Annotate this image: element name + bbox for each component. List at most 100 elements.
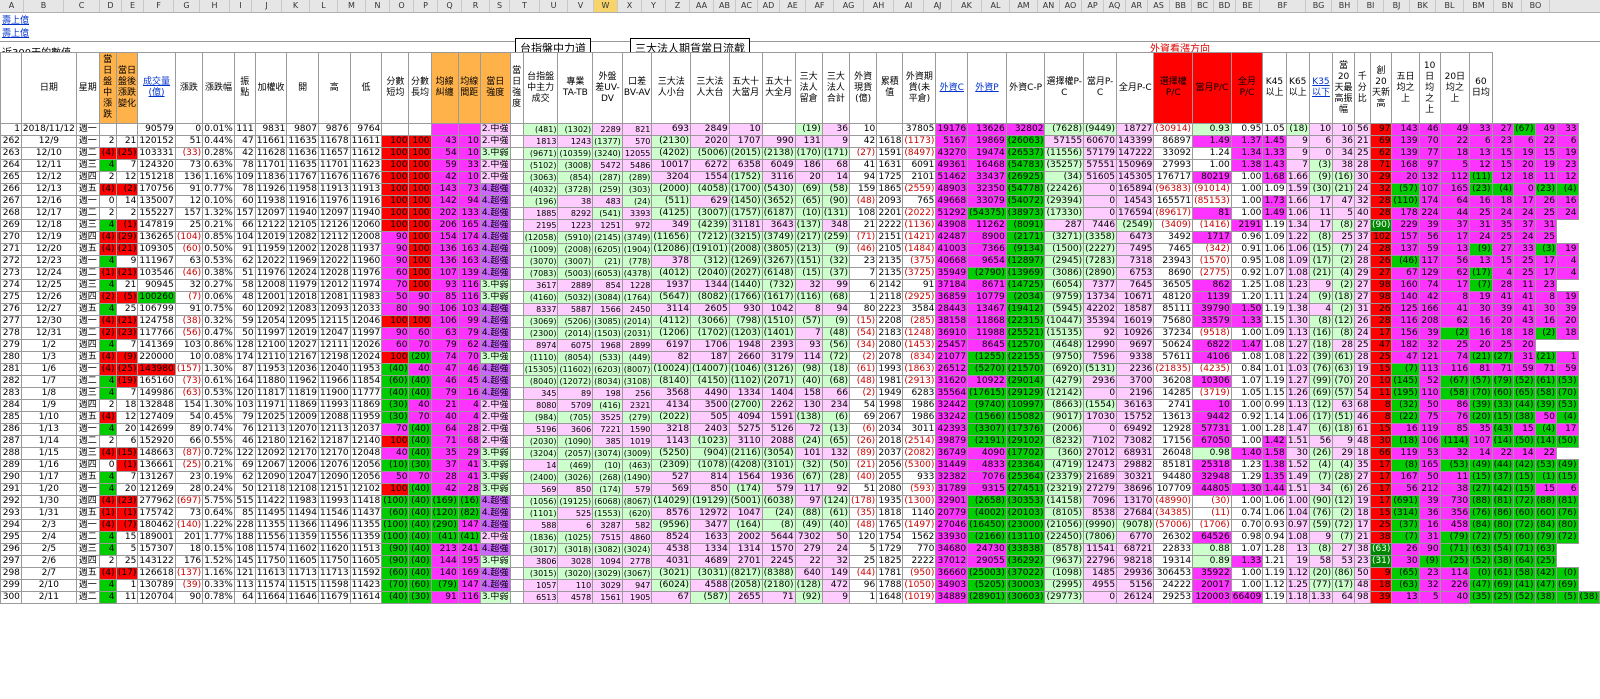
table-cell[interactable]: 4.超強 — [479, 363, 511, 376]
table-cell[interactable]: 0.24% — [202, 483, 235, 496]
table-cell[interactable]: 10 — [1369, 375, 1393, 388]
table-cell[interactable]: 53 — [1418, 447, 1441, 460]
table-cell[interactable]: 12/25 — [20, 279, 77, 292]
table-cell[interactable]: (7) — [1391, 531, 1420, 544]
table-cell[interactable]: 4 — [1556, 255, 1579, 268]
table-cell[interactable]: 9 — [1308, 279, 1334, 292]
table-cell[interactable]: 4.超強 — [479, 567, 511, 580]
table-cell[interactable]: (3015) — [522, 567, 559, 580]
table-cell[interactable]: 1.07 — [1230, 543, 1264, 556]
table-cell[interactable]: 43908 — [935, 219, 969, 232]
table-cell[interactable]: (3070) — [522, 255, 559, 268]
table-cell[interactable]: (25) — [174, 459, 204, 472]
table-cell[interactable] — [430, 123, 459, 136]
table-cell[interactable]: 41003 — [935, 243, 969, 256]
table-cell[interactable]: 89 — [174, 423, 204, 436]
table-cell[interactable]: 111967 — [137, 255, 176, 268]
table-cell[interactable]: 284 — [0, 399, 22, 412]
table-cell[interactable]: 2 — [98, 171, 117, 184]
table-cell[interactable]: (19) — [794, 123, 823, 136]
table-cell[interactable]: 1865 — [876, 183, 904, 196]
table-cell[interactable]: (99) — [1308, 375, 1334, 388]
column-letter-BG[interactable]: BG — [1306, 0, 1332, 12]
table-cell[interactable]: 14 — [821, 171, 850, 184]
table-cell[interactable]: 22796 — [1083, 555, 1118, 568]
table-cell[interactable]: 14285 — [1153, 387, 1194, 400]
table-cell[interactable]: 11359 — [286, 531, 319, 544]
table-cell[interactable]: 2/7 — [20, 567, 77, 580]
table-cell[interactable]: 3.中弱 — [479, 555, 511, 568]
table-cell[interactable]: 26 — [1353, 483, 1371, 496]
table-cell[interactable]: 週一 — [75, 255, 100, 268]
table-cell[interactable]: 100 — [408, 159, 432, 172]
table-cell[interactable]: (17330) — [1044, 207, 1085, 220]
table-cell[interactable]: 2741 — [1153, 399, 1194, 412]
table-cell[interactable]: 1818 — [876, 507, 904, 520]
table-cell[interactable]: (26925) — [1005, 171, 1046, 184]
table-cell[interactable]: 1.06 — [1285, 207, 1310, 220]
table-cell[interactable]: 7495 — [1116, 243, 1155, 256]
table-cell[interactable] — [509, 555, 524, 568]
table-cell[interactable]: (7) — [1308, 471, 1334, 484]
table-cell[interactable]: 23 — [1556, 159, 1579, 172]
table-cell[interactable]: (49) — [1469, 459, 1493, 472]
table-cell[interactable]: 13 — [1285, 543, 1310, 556]
table-cell[interactable]: 12118 — [254, 483, 288, 496]
table-cell[interactable]: 1.13 — [1285, 327, 1310, 340]
table-cell[interactable] — [509, 195, 524, 208]
table-cell[interactable]: 569 — [522, 483, 559, 496]
table-cell[interactable]: 45 — [457, 375, 481, 388]
table-cell[interactable]: 16 — [1469, 327, 1493, 340]
table-cell[interactable]: 107 — [1469, 435, 1493, 448]
table-cell[interactable]: 2056 — [876, 459, 904, 472]
table-cell[interactable]: 176717 — [1153, 171, 1194, 184]
table-cell[interactable]: 4.超強 — [479, 327, 511, 340]
table-cell[interactable]: 5644 — [761, 531, 796, 544]
table-cell[interactable]: 8337 — [522, 303, 559, 316]
table-cell[interactable]: (1) — [115, 219, 139, 232]
table-cell[interactable]: 0.55% — [202, 435, 235, 448]
table-cell[interactable]: (10) — [381, 459, 410, 472]
table-cell[interactable]: (4) — [1332, 459, 1355, 472]
table-cell[interactable]: (3024) — [621, 543, 653, 556]
table-cell[interactable]: 7076 — [967, 471, 1007, 484]
table-cell[interactable]: 40 — [1353, 207, 1371, 220]
table-cell[interactable]: (259) — [821, 231, 850, 244]
table-cell[interactable]: (18) — [1332, 423, 1355, 436]
table-cell[interactable]: 8 — [1369, 411, 1393, 424]
table-cell[interactable]: 3393 — [621, 207, 653, 220]
table-cell[interactable]: 9831 — [254, 123, 288, 136]
table-cell[interactable]: 66 — [233, 219, 256, 232]
table-cell[interactable]: (87) — [174, 447, 204, 460]
table-cell[interactable]: (732) — [761, 279, 796, 292]
table-cell[interactable]: 29882 — [1116, 459, 1155, 472]
table-cell[interactable]: 91 — [174, 303, 204, 316]
table-cell[interactable] — [509, 339, 524, 352]
table-cell[interactable]: 12/26 — [20, 291, 77, 304]
table-cell[interactable]: (58) — [1439, 387, 1471, 400]
table-cell[interactable]: 2055 — [876, 471, 904, 484]
column-letter-AN[interactable]: AN — [1038, 0, 1060, 12]
table-cell[interactable]: 67 — [1391, 267, 1420, 280]
column-letter-J[interactable]: J — [252, 0, 282, 12]
table-cell[interactable]: (1) — [115, 507, 139, 520]
table-cell[interactable]: (1090) — [557, 435, 594, 448]
table-cell[interactable]: (19) — [115, 375, 139, 388]
table-cell[interactable]: 1.73 — [1262, 195, 1287, 208]
table-row[interactable]: 296 2/5 週三 4 5 157307 18 0.15% 108 11574 11602 1162… — [0, 543, 1600, 556]
table-cell[interactable]: (20) — [408, 351, 432, 364]
table-cell[interactable]: 43270 — [935, 147, 969, 160]
table-cell[interactable]: 12033 — [349, 303, 383, 316]
table-cell[interactable]: 6283 — [902, 387, 937, 400]
table-cell[interactable]: 1.09 — [1262, 231, 1287, 244]
table-cell[interactable]: 3.中弱 — [479, 291, 511, 304]
table-cell[interactable]: 73 — [174, 507, 204, 520]
table-cell[interactable]: 8 — [794, 303, 823, 316]
table-cell[interactable]: 0.70 — [1230, 519, 1264, 532]
table-cell[interactable]: 6 — [1513, 135, 1536, 148]
table-cell[interactable]: 11959 — [349, 411, 383, 424]
table-cell[interactable]: (2300) — [522, 327, 559, 340]
table-cell[interactable]: 10 — [457, 135, 481, 148]
table-cell[interactable]: 12105 — [286, 219, 319, 232]
table-cell[interactable]: 41 — [1513, 303, 1536, 316]
